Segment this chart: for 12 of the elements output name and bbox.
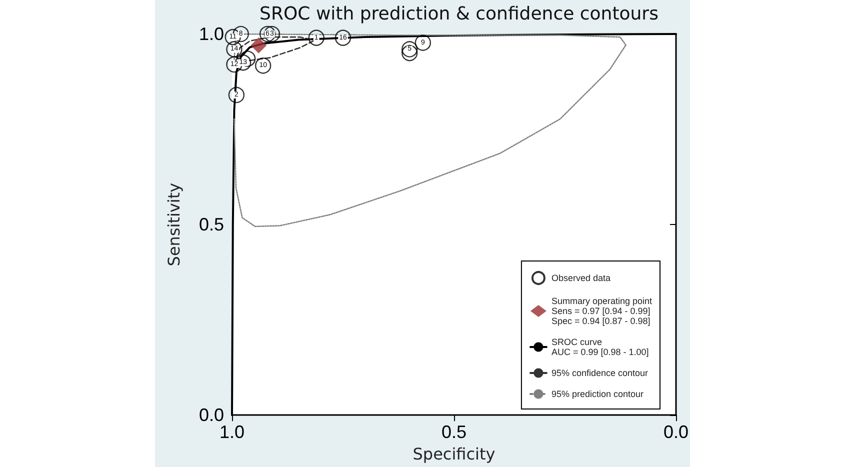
y-tick-label: 0.5 bbox=[198, 214, 224, 235]
y-tick-label: 1.0 bbox=[198, 24, 224, 44]
chart-title: SROC with prediction & confidence contours bbox=[260, 4, 658, 24]
legend-label: 95% prediction contour bbox=[551, 389, 644, 399]
y-axis-title: Sensitivity bbox=[164, 182, 184, 266]
x-tick-label: 0.0 bbox=[663, 422, 689, 442]
x-axis-title: Specificity bbox=[412, 444, 496, 464]
legend-label: SROC curve AUC = 0.99 [0.98 - 1.00] bbox=[551, 337, 649, 357]
legend-label: Observed data bbox=[551, 273, 610, 283]
legend-label: 95% confidence contour bbox=[551, 368, 648, 378]
legend-label: Summary operating point Sens = 0.97 [0.94 - 0.99] Spec = 0.94 [0.87 - 0.98] bbox=[551, 296, 652, 326]
x-tick-label: 0.5 bbox=[441, 422, 467, 442]
